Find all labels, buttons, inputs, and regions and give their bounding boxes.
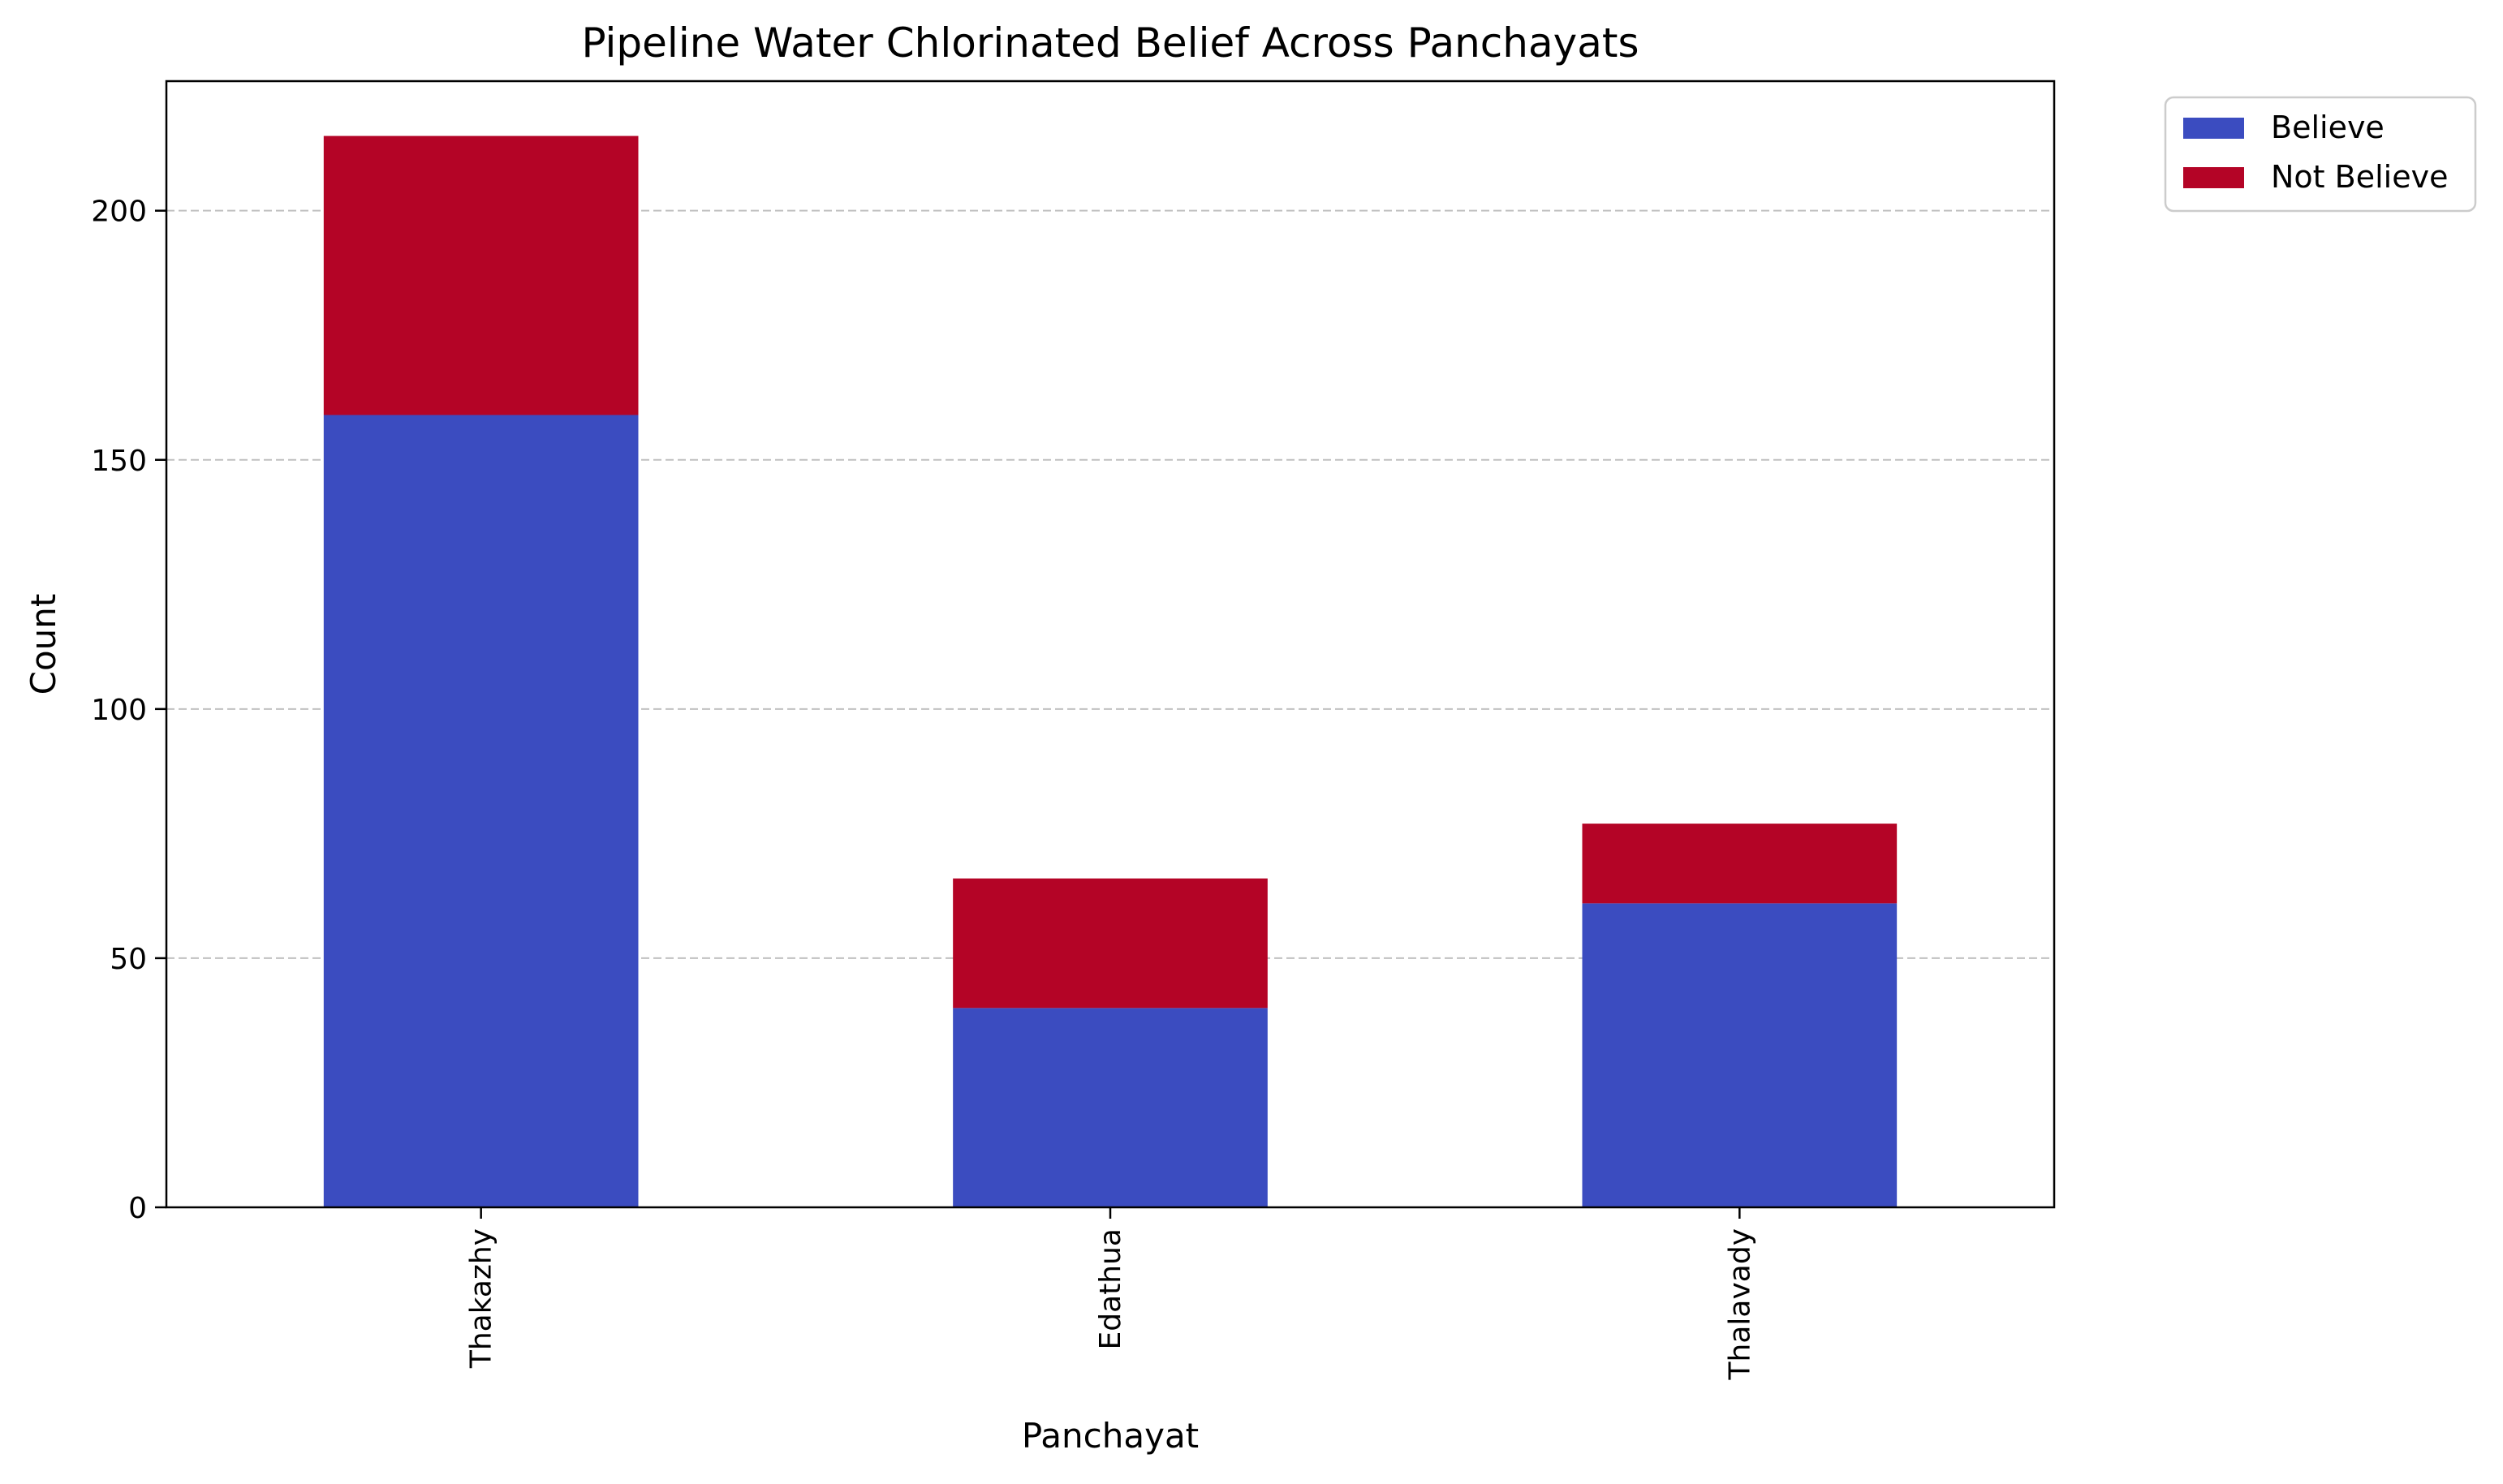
- bar-not-believe-thalavady: [1582, 824, 1898, 904]
- y-axis-label: Count: [24, 594, 63, 695]
- bar-believe-thakazhy: [323, 415, 639, 1208]
- x-tick-label: Edathua: [1094, 1228, 1127, 1349]
- bar-believe-thalavady: [1582, 903, 1898, 1207]
- legend-swatch-not-believe: [2183, 167, 2244, 188]
- y-tick-label: 100: [91, 694, 147, 727]
- x-tick-label: Thakazhy: [465, 1228, 498, 1369]
- y-tick-label: 150: [91, 445, 147, 478]
- bar-believe-edathua: [953, 1008, 1268, 1207]
- x-tick-label: Thalavady: [1723, 1228, 1756, 1380]
- bar-not-believe-thakazhy: [323, 135, 639, 415]
- legend-label-believe: Believe: [2271, 110, 2385, 145]
- y-tick-label: 200: [91, 196, 147, 229]
- legend-swatch-believe: [2183, 118, 2244, 139]
- legend: Believe Not Believe: [2164, 96, 2477, 213]
- y-tick-label: 0: [128, 1192, 147, 1225]
- bars-layer: [323, 135, 1898, 1208]
- legend-label-not-believe: Not Believe: [2271, 159, 2448, 195]
- y-axis: 0 50 100 150 200: [91, 196, 166, 1225]
- y-tick-label: 50: [110, 943, 147, 976]
- x-axis: Thakazhy Edathua Thalavady: [465, 1207, 1756, 1380]
- bar-not-believe-edathua: [953, 878, 1268, 1009]
- chart-title: Pipeline Water Chlorinated Belief Across…: [581, 19, 1639, 67]
- x-axis-label: Panchayat: [1022, 1416, 1199, 1456]
